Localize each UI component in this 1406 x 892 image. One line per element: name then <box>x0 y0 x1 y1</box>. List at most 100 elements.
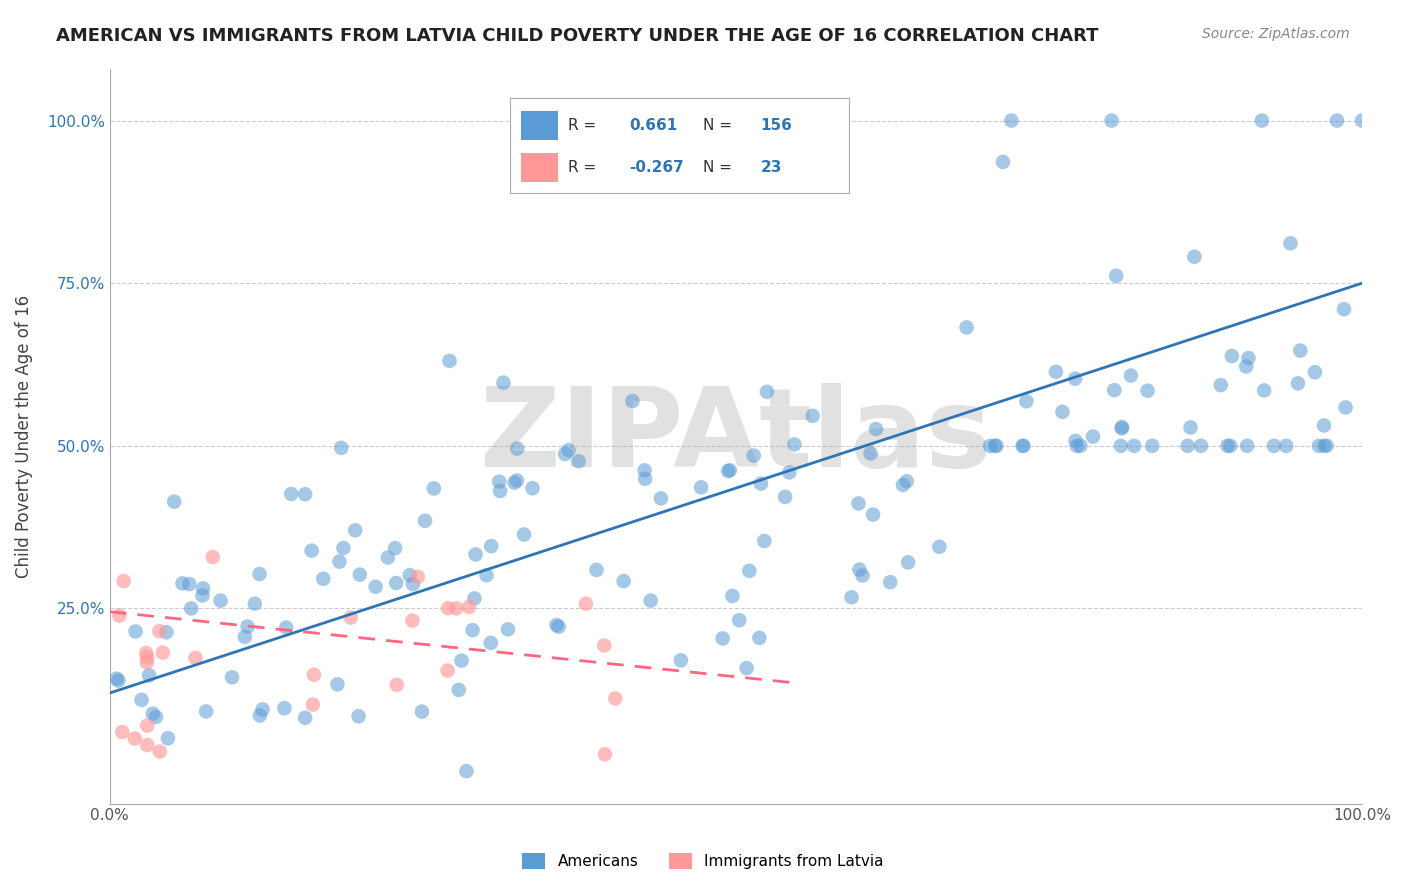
Point <box>136 718 159 732</box>
Point <box>385 678 408 692</box>
Point <box>1219 439 1241 453</box>
Point <box>865 422 887 436</box>
Point <box>742 449 765 463</box>
Point <box>436 664 458 678</box>
Point <box>191 589 214 603</box>
Point <box>1234 359 1257 374</box>
Point <box>547 620 569 634</box>
Point <box>801 409 824 423</box>
Point <box>1189 439 1212 453</box>
Point <box>249 566 271 581</box>
Point <box>439 354 461 368</box>
Point <box>728 613 751 627</box>
Point <box>1289 343 1312 358</box>
Point <box>755 384 778 399</box>
Point <box>513 527 536 541</box>
Point <box>398 568 420 582</box>
Point <box>669 653 692 667</box>
Point <box>221 670 243 684</box>
Point <box>276 621 298 635</box>
Point <box>1111 420 1133 434</box>
Point <box>1237 351 1260 365</box>
Point <box>1313 439 1336 453</box>
Point <box>1064 372 1087 386</box>
Point <box>463 591 485 606</box>
Point <box>690 480 713 494</box>
Point <box>488 475 510 489</box>
Point <box>1253 384 1275 398</box>
Point <box>1333 302 1355 317</box>
Point <box>1105 268 1128 283</box>
Point <box>384 541 406 555</box>
Point <box>124 624 146 639</box>
Point <box>848 563 870 577</box>
Point <box>461 623 484 637</box>
Point <box>568 454 591 468</box>
Point <box>1220 349 1243 363</box>
Point <box>879 575 901 590</box>
Point <box>349 567 371 582</box>
Point <box>492 376 515 390</box>
Point <box>503 475 526 490</box>
Point <box>1250 113 1272 128</box>
Point <box>554 447 576 461</box>
Point <box>112 574 135 588</box>
Point <box>138 668 160 682</box>
Point <box>575 597 598 611</box>
Point <box>1123 439 1146 453</box>
Point <box>859 446 882 460</box>
Point <box>385 576 408 591</box>
Point <box>593 639 616 653</box>
Point <box>640 593 662 607</box>
Point <box>506 474 529 488</box>
Point <box>1111 421 1133 435</box>
Point <box>593 747 616 762</box>
Point <box>111 725 134 739</box>
Point <box>862 508 884 522</box>
Point <box>1236 439 1258 453</box>
Point <box>1303 365 1326 379</box>
Point <box>149 745 172 759</box>
Point <box>1052 405 1074 419</box>
Point <box>738 564 761 578</box>
Text: AMERICAN VS IMMIGRANTS FROM LATVIA CHILD POVERTY UNDER THE AGE OF 16 CORRELATION: AMERICAN VS IMMIGRANTS FROM LATVIA CHILD… <box>56 27 1098 45</box>
Point <box>721 589 744 603</box>
Point <box>749 476 772 491</box>
Point <box>332 541 354 555</box>
Point <box>456 764 478 778</box>
Point <box>280 487 302 501</box>
Point <box>148 624 170 639</box>
Point <box>991 155 1014 169</box>
Point <box>1045 365 1067 379</box>
Point <box>1351 113 1374 128</box>
Point <box>1275 439 1298 453</box>
Point <box>986 439 1008 453</box>
Point <box>1308 439 1330 453</box>
Point <box>1136 384 1159 398</box>
Point <box>330 441 353 455</box>
Point <box>328 555 350 569</box>
Text: ZIPAtlas: ZIPAtlas <box>479 383 991 490</box>
Point <box>155 625 177 640</box>
Point <box>735 661 758 675</box>
Point <box>301 543 323 558</box>
Point <box>897 555 920 569</box>
Point <box>1104 383 1126 397</box>
Point <box>1101 113 1123 128</box>
Point <box>851 568 873 582</box>
Point <box>145 710 167 724</box>
Point <box>458 599 481 614</box>
Point <box>506 442 529 456</box>
Point <box>163 494 186 508</box>
Point <box>105 672 128 686</box>
Point <box>201 549 224 564</box>
Point <box>1081 429 1104 443</box>
Point <box>1334 401 1357 415</box>
Point <box>522 481 544 495</box>
Point <box>450 654 472 668</box>
Point <box>135 655 157 669</box>
Legend: Americans, Immigrants from Latvia: Americans, Immigrants from Latvia <box>516 847 890 875</box>
Point <box>402 577 425 591</box>
Point <box>195 705 218 719</box>
Point <box>136 738 159 752</box>
